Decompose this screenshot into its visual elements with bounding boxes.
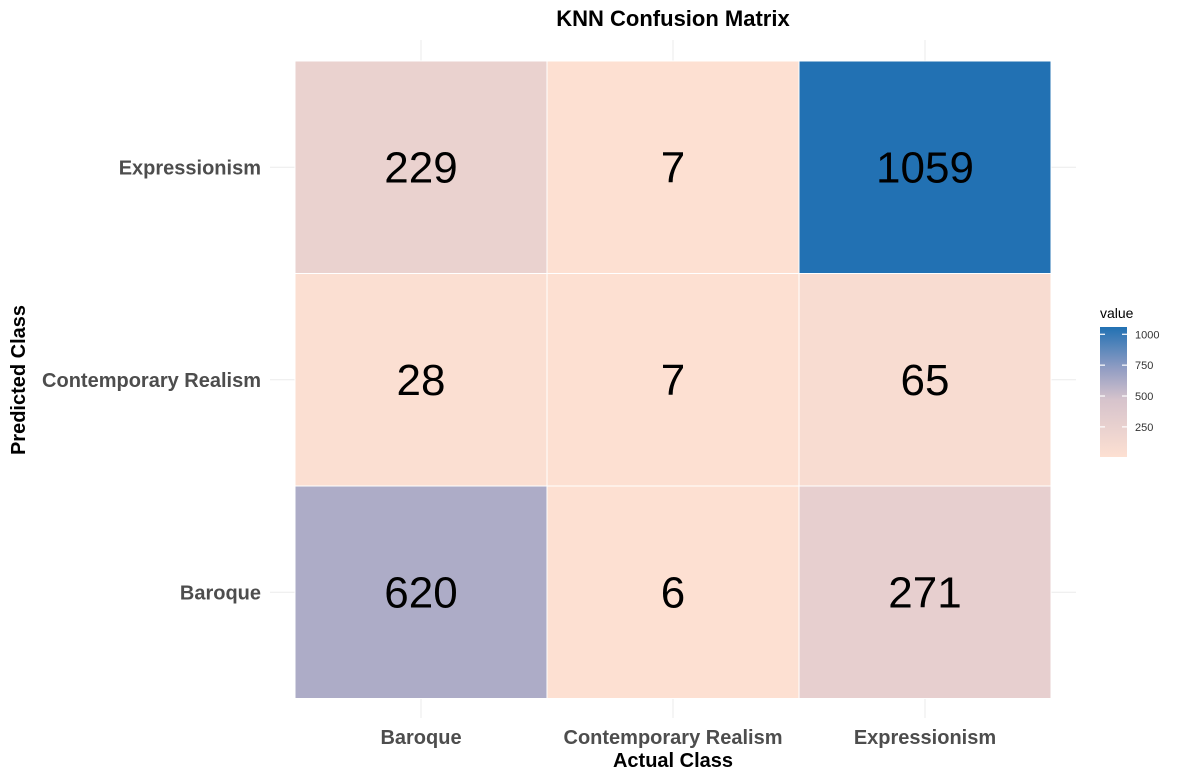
- cell-value-label: 1059: [876, 143, 974, 192]
- y-axis-title: Predicted Class: [8, 305, 30, 455]
- cell-value-label: 65: [901, 356, 950, 405]
- chart-title: KNN Confusion Matrix: [556, 6, 790, 31]
- cell-value-label: 229: [384, 143, 457, 192]
- legend-colorbar: [1100, 327, 1127, 457]
- legend-tick-label: 500: [1135, 391, 1153, 403]
- y-tick-label: Baroque: [180, 582, 261, 604]
- legend-title: value: [1100, 305, 1134, 321]
- heatmap-cells: [294, 60, 1052, 699]
- cell-value-label: 6: [661, 568, 685, 617]
- y-tick-label: Expressionism: [119, 157, 261, 179]
- heatmap-cell: [294, 273, 548, 487]
- cell-value-label: 28: [397, 356, 446, 405]
- cell-value-label: 7: [661, 356, 685, 405]
- x-tick-label: Contemporary Realism: [564, 727, 783, 749]
- cell-labels: 229 7 1059 28 7 65 620 6 271: [384, 143, 974, 617]
- heatmap-cell: [798, 273, 1052, 487]
- x-axis-ticks: Baroque Contemporary Realism Expressionism: [380, 727, 996, 749]
- x-tick-label: Expressionism: [854, 727, 996, 749]
- legend-tick-label: 750: [1135, 360, 1153, 372]
- x-axis-title: Actual Class: [613, 750, 733, 772]
- heatmap-cell: [546, 485, 800, 699]
- legend-ticks: 250 500 750 1000: [1100, 329, 1159, 434]
- cell-value-label: 7: [661, 143, 685, 192]
- heatmap-cell: [546, 273, 800, 487]
- legend-tick-label: 1000: [1135, 329, 1159, 341]
- y-tick-label: Contemporary Realism: [42, 370, 261, 392]
- cell-value-label: 271: [888, 568, 961, 617]
- heatmap-cell: [798, 485, 1052, 699]
- cell-value-label: 620: [384, 568, 457, 617]
- heatmap-cell: [294, 485, 548, 699]
- x-tick-label: Baroque: [380, 727, 461, 749]
- heatmap-cell: [798, 60, 1052, 274]
- y-axis-ticks: Baroque Contemporary Realism Expressionism: [42, 157, 261, 604]
- color-legend: value 250 500 750 1000: [1100, 305, 1159, 457]
- heatmap-cell: [294, 60, 548, 274]
- legend-tick-label: 250: [1135, 422, 1153, 434]
